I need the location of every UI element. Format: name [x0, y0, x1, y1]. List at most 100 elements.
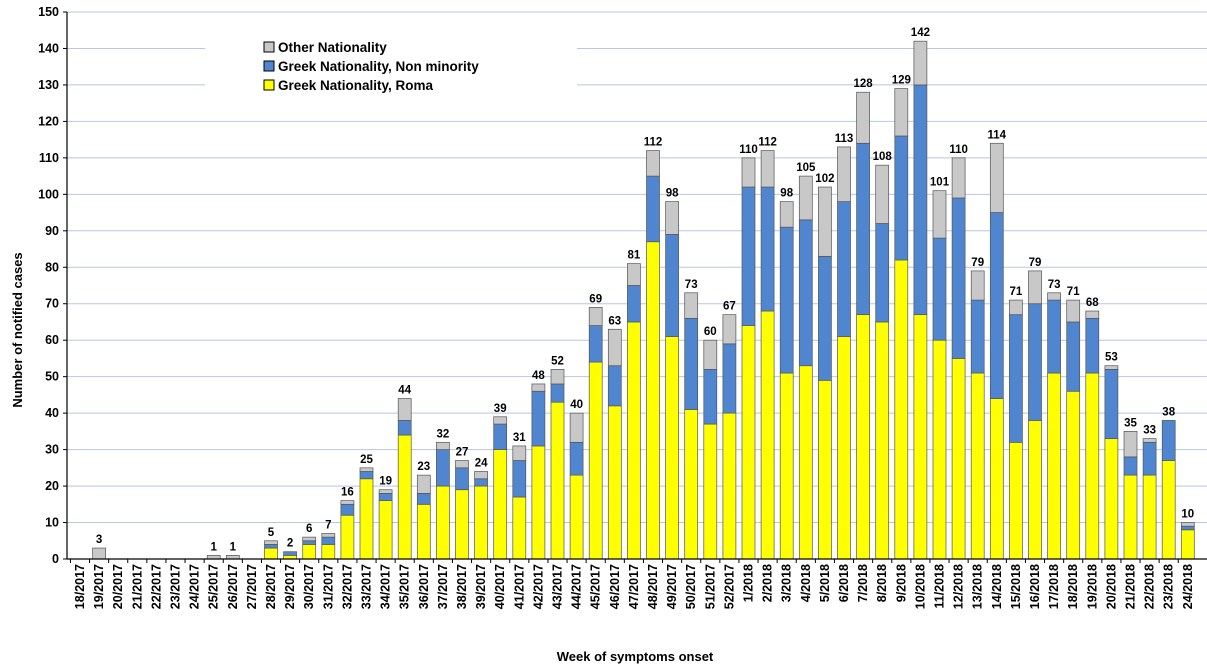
bar-segment-roma [779, 372, 794, 560]
x-tick-label: 20/2018 [1104, 564, 1118, 609]
bar-segment-other [989, 142, 1004, 213]
bar-segment-other [856, 91, 870, 144]
bar-segment-non-minority [1104, 369, 1119, 440]
total-label: 7 [325, 519, 331, 531]
bar-segment-non-minority [474, 478, 488, 487]
x-tick-label: 18/2018 [1066, 564, 1080, 609]
total-label: 63 [608, 315, 621, 327]
bar-segment-other [1066, 299, 1081, 323]
x-tick-label: 7/2018 [856, 564, 870, 602]
bar-segment-roma [646, 241, 660, 560]
x-tick-label: 29/2017 [283, 564, 297, 609]
y-tick-label: 30 [45, 443, 59, 457]
bar-segment-roma [569, 474, 584, 560]
bar-segment-other [665, 201, 679, 235]
bar-segment-roma [588, 361, 603, 560]
bar-segment-non-minority [722, 343, 737, 414]
bar-segment-non-minority [684, 317, 699, 410]
total-label: 71 [1067, 286, 1080, 298]
bar-segment-other [321, 533, 336, 538]
bar-segment-other [837, 146, 851, 202]
bar-segment-other [894, 88, 909, 137]
y-tick-label: 60 [45, 333, 59, 347]
bar-segment-other [970, 270, 985, 301]
x-tick-label: 50/2017 [684, 564, 698, 609]
x-tick-label: 8/2018 [875, 564, 889, 602]
bar-segment-roma [684, 409, 699, 560]
bar-segment-roma [875, 321, 890, 560]
bar-segment-non-minority [703, 369, 718, 425]
total-label: 113 [835, 133, 854, 145]
bar-segment-roma [913, 314, 928, 560]
bar-segment-roma [894, 259, 909, 560]
bar-segment-non-minority [1066, 321, 1081, 392]
bar-segment-other [302, 536, 317, 542]
bar-segment-roma [818, 379, 832, 560]
bar-segment-non-minority [779, 226, 794, 374]
bar-segment-non-minority [741, 186, 756, 326]
bar-segment-roma [837, 336, 851, 560]
bar-segment-other [531, 383, 546, 392]
x-tick-label: 44/2017 [570, 564, 584, 609]
bar-segment-roma [512, 496, 527, 560]
bar-segment-other [416, 474, 431, 494]
x-tick-label: 33/2017 [360, 564, 374, 609]
x-tick-label: 35/2017 [398, 564, 412, 609]
total-label: 110 [739, 144, 758, 156]
x-tick-label: 47/2017 [627, 564, 641, 609]
total-label: 98 [780, 188, 793, 200]
total-label: 6 [306, 523, 312, 535]
bar-segment-non-minority [1123, 456, 1138, 476]
bar-segment-roma [951, 358, 966, 560]
total-label: 101 [930, 177, 950, 189]
x-tick-label: 9/2018 [894, 564, 908, 602]
x-tick-label: 52/2017 [722, 564, 736, 609]
x-tick-label: 49/2017 [665, 564, 679, 609]
legend-label-other: Other Nationality [278, 40, 387, 55]
bar-segment-non-minority [951, 197, 966, 359]
bar-segment-non-minority [531, 390, 546, 447]
bar-segment-roma [531, 445, 546, 560]
x-tick-label: 48/2017 [646, 564, 660, 609]
bar-segment-roma [1123, 474, 1138, 560]
total-label: 102 [815, 173, 834, 185]
total-label: 38 [1162, 406, 1175, 418]
y-tick-label: 140 [38, 41, 59, 55]
bar-segment-other [913, 40, 928, 86]
bar-segment-other [932, 190, 947, 239]
bar-segment-roma [302, 544, 317, 560]
total-label: 60 [704, 326, 717, 338]
x-tick-label: 22/2017 [149, 564, 163, 609]
y-tick-label: 120 [38, 114, 59, 128]
bar-segment-other [397, 398, 412, 421]
x-tick-label: 45/2017 [589, 564, 603, 609]
bar-segment-non-minority [1085, 317, 1100, 374]
bar-segment-non-minority [913, 84, 928, 316]
total-label: 108 [873, 151, 893, 163]
y-tick-label: 20 [45, 479, 59, 493]
bar-segment-non-minority [397, 420, 412, 436]
legend-label-non-minority: Greek Nationality, Non minority [278, 59, 479, 74]
total-label: 39 [494, 403, 507, 415]
legend-label-roma: Greek Nationality, Roma [278, 78, 434, 93]
bar-segment-non-minority [264, 544, 278, 549]
y-axis-title: Number of notified cases [10, 252, 25, 407]
x-tick-label: 23/2018 [1162, 564, 1176, 609]
bar-segment-other [1180, 522, 1195, 527]
total-label: 110 [949, 144, 968, 156]
total-label: 2 [287, 538, 293, 550]
total-label: 25 [360, 454, 373, 466]
bar-segment-other [760, 150, 775, 188]
bar-segment-roma [722, 412, 737, 560]
x-tick-label: 24/2017 [188, 564, 202, 609]
total-label: 69 [589, 293, 602, 305]
legend-swatch-other [263, 41, 275, 53]
x-tick-label: 16/2018 [1028, 564, 1042, 609]
x-tick-label: 11/2018 [933, 564, 947, 609]
total-label: 112 [758, 137, 777, 149]
y-tick-label: 80 [45, 260, 59, 274]
y-tick-label: 100 [38, 187, 59, 201]
x-tick-label: 3/2018 [780, 564, 794, 602]
bar-segment-other [722, 314, 737, 345]
x-tick-label: 27/2017 [245, 564, 259, 609]
